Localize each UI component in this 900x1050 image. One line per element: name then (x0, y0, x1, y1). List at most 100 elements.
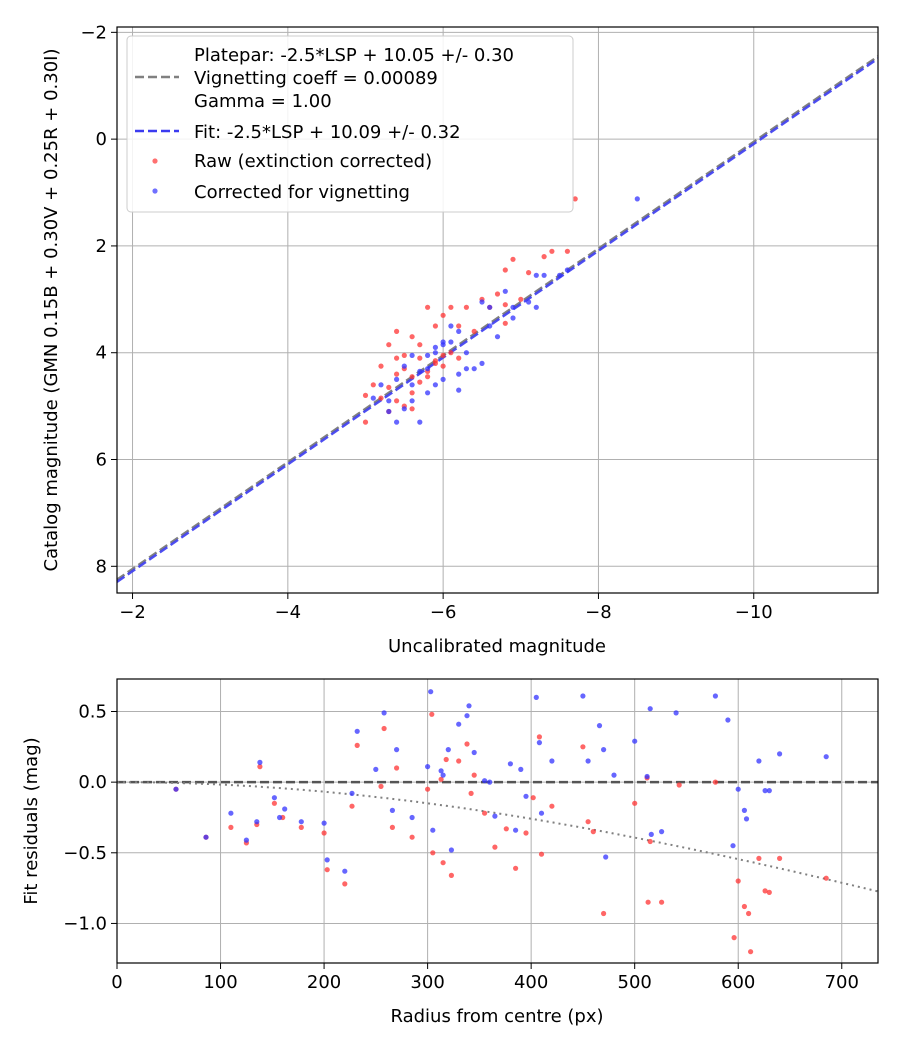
bottom-x-tick-label: 400 (514, 972, 548, 993)
bottom-vignetting-line (116, 781, 879, 893)
bottom-corrected-point (271, 795, 277, 801)
bottom-x-axis-label: Radius from centre (px) (390, 1006, 603, 1027)
top-raw-point (456, 355, 462, 361)
top-raw-point (378, 363, 384, 369)
top-corrected-point (564, 267, 571, 273)
top-fit-lines (116, 55, 879, 583)
top-corrected-point (471, 366, 477, 372)
bottom-corrected-point (409, 814, 415, 821)
top-corrected-point (425, 352, 431, 358)
bottom-corrected-point (533, 694, 539, 701)
bottom-raw-point (381, 725, 387, 732)
top-corrected-point (502, 288, 508, 294)
top-raw-point (409, 374, 415, 380)
bottom-corrected-point (448, 847, 454, 853)
bottom-raw-point (378, 783, 384, 790)
bottom-corrected-point (823, 754, 829, 760)
bottom-y-tick-label: −1.0 (63, 913, 107, 934)
bottom-corrected-point (756, 758, 762, 764)
bottom-raw-point (443, 756, 449, 763)
top-corrected-point (487, 304, 493, 310)
bottom-corrected-point (466, 703, 472, 709)
bottom-raw-point (538, 851, 545, 857)
bottom-raw-point (468, 790, 474, 797)
top-raw-point (494, 291, 501, 297)
bottom-raw-point (354, 742, 360, 749)
top-corrected-point (394, 376, 400, 382)
top-corrected-point (432, 344, 438, 350)
bottom-raw-point (298, 824, 304, 831)
bottom-raw-point (394, 765, 400, 771)
top-raw-point (564, 248, 571, 254)
top-corrected-point (479, 299, 485, 305)
bottom-corrected-point (430, 827, 436, 833)
top-corrected-point (448, 339, 454, 345)
bottom-raw-point (482, 810, 488, 816)
top-corrected-point (370, 395, 376, 401)
bottom-corrected-point (456, 721, 462, 727)
bottom-corrected-point (647, 706, 653, 712)
top-raw-point (448, 350, 454, 356)
top-raw-point (362, 392, 369, 398)
bottom-raw-point (530, 795, 536, 801)
bottom-corrected-point (349, 790, 355, 797)
top-corrected-point (409, 382, 415, 388)
bottom-raw-point (735, 878, 741, 884)
bottom-y-ticks: 0.5 0.0 −0.5 −1.0 (63, 701, 117, 934)
bottom-raw-point (823, 875, 829, 881)
top-corrected-point (432, 350, 438, 356)
top-corrected-point (463, 366, 469, 372)
bottom-corrected-point (354, 728, 360, 734)
top-corrected-point (634, 196, 640, 202)
top-raw-point (456, 323, 462, 329)
top-corrected-point (378, 382, 384, 388)
bottom-corrected-point (440, 772, 446, 778)
top-corrected-point (440, 342, 446, 348)
legend-corrected-label: Corrected for vignetting (194, 182, 410, 203)
bottom-raw-point (257, 764, 263, 770)
bottom-x-tick-label: 0 (111, 972, 122, 993)
top-y-tick-label: 6 (96, 450, 107, 471)
bottom-corrected-point (596, 723, 603, 729)
bottom-corrected-point (632, 738, 638, 744)
bottom-corrected-point (762, 788, 768, 794)
bottom-x-tick-label: 100 (203, 972, 237, 993)
top-y-tick-label: 0 (96, 129, 107, 150)
top-corrected-point (487, 323, 493, 329)
bottom-corrected-point (659, 829, 665, 835)
bottom-corrected-point (492, 813, 498, 819)
bottom-corrected-point (203, 834, 209, 840)
bottom-corrected-point (523, 793, 529, 799)
bottom-raw-point (523, 830, 529, 836)
bottom-corrected-point (428, 689, 434, 695)
legend-platepar-label: Platepar: -2.5*LSP + 10.05 +/- 0.30 Vign… (194, 45, 520, 112)
bottom-raw-point (503, 826, 509, 832)
top-raw-point (526, 270, 532, 276)
bottom-corrected-point (644, 773, 650, 780)
bottom-raw-point (748, 949, 754, 955)
top-raw-point (401, 352, 407, 358)
bottom-corrected-point (538, 810, 545, 816)
bottom-corrected-point (741, 807, 748, 814)
bottom-corrected-point (673, 710, 679, 716)
bottom-scatter-points (173, 689, 829, 955)
bottom-raw-point (456, 758, 462, 764)
top-raw-point (471, 328, 477, 334)
top-x-tick-label: −2 (119, 602, 146, 623)
bottom-raw-point (590, 829, 596, 835)
top-x-ticks: −2 −4 −6 −8 −10 (119, 593, 773, 623)
top-corrected-point (409, 398, 415, 404)
top-raw-point (394, 371, 400, 377)
top-x-tick-label: −4 (275, 602, 302, 623)
bottom-corrected-point (464, 713, 470, 719)
bottom-corrected-point (601, 747, 607, 753)
top-corrected-point (401, 363, 407, 369)
bottom-raw-point (731, 935, 737, 941)
top-raw-point (386, 384, 392, 390)
top-raw-point (432, 360, 438, 366)
bottom-corrected-point (243, 837, 249, 843)
bottom-corrected-point (173, 786, 179, 792)
bottom-corrected-point (394, 747, 400, 753)
top-raw-point (425, 304, 431, 310)
